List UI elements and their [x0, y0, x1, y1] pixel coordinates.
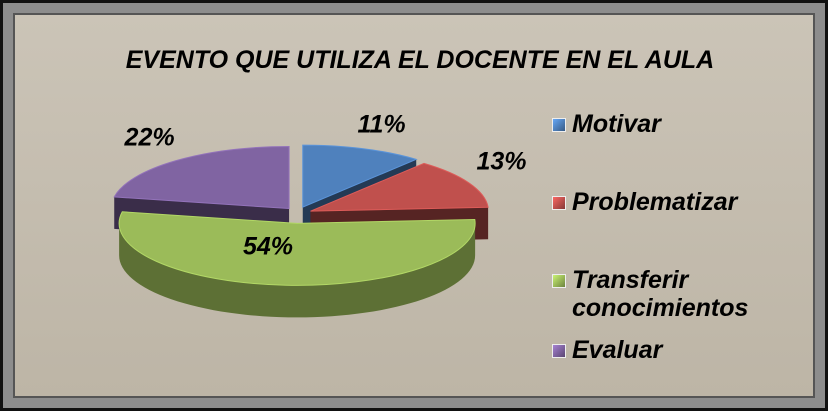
legend-item: Evaluar — [552, 336, 812, 364]
slice — [310, 162, 489, 212]
legend-item: Problematizar — [552, 188, 812, 216]
legend-swatch — [552, 118, 566, 132]
legend-item: Transferir conocimientos — [552, 266, 812, 322]
legend-swatch — [552, 344, 566, 358]
legend-swatch — [552, 274, 566, 288]
legend-label: Problematizar — [572, 188, 738, 216]
legend: Motivar Problematizar Transferir conocimie… — [552, 110, 812, 414]
slice — [113, 146, 290, 210]
data-label: 11% — [357, 110, 405, 138]
legend-swatch — [552, 196, 566, 210]
slice-side — [119, 223, 476, 318]
legend-item: Motivar — [552, 110, 812, 138]
legend-label: Evaluar — [572, 336, 663, 364]
legend-label: Motivar — [572, 110, 661, 138]
slice — [118, 211, 476, 286]
data-label: 13% — [476, 147, 526, 175]
chart-title: EVENTO QUE UTILIZA EL DOCENTE EN EL AULA — [126, 46, 714, 74]
data-label: 22% — [124, 123, 175, 151]
slice — [302, 144, 418, 208]
data-label: 54% — [243, 232, 293, 260]
legend-label: Transferir conocimientos — [572, 266, 749, 322]
